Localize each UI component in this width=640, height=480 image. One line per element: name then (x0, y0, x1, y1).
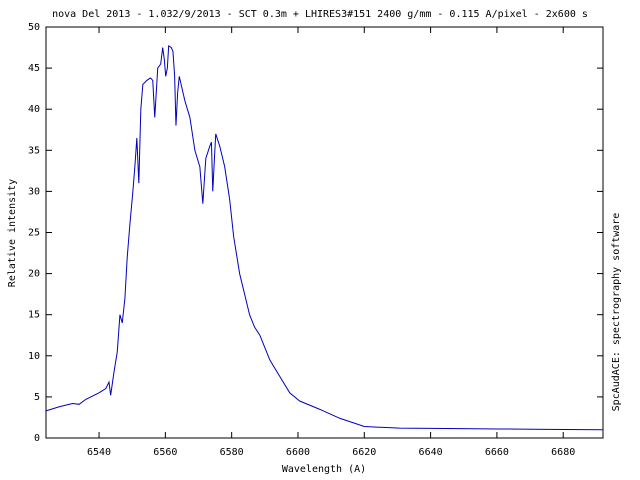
y-tick-label: 5 (34, 392, 40, 403)
chart-title: nova Del 2013 - 1.032/9/2013 - SCT 0.3m … (52, 9, 588, 20)
y-tick-label: 20 (28, 269, 40, 280)
x-tick-label: 6560 (153, 447, 177, 458)
x-tick-label: 6620 (352, 447, 376, 458)
annotation: SpcAudACE: spectrography software (611, 213, 622, 412)
y-tick-label: 10 (28, 351, 40, 362)
x-axis-label: Wavelength (A) (282, 464, 366, 475)
x-tick-label: 6680 (551, 447, 575, 458)
x-tick-label: 6540 (87, 447, 111, 458)
y-tick-label: 25 (28, 228, 40, 239)
y-tick-label: 40 (28, 104, 40, 115)
y-tick-label: 35 (28, 145, 40, 156)
spectrum-line (45, 45, 603, 431)
y-tick-label: 0 (34, 433, 40, 444)
x-tick-label: 6640 (419, 447, 443, 458)
x-tick-label: 6580 (220, 447, 244, 458)
x-tick-label: 6660 (485, 447, 509, 458)
y-tick-label: 45 (28, 63, 40, 74)
y-tick-label: 15 (28, 310, 40, 321)
y-tick-label: 30 (28, 186, 40, 197)
x-tick-label: 6600 (286, 447, 310, 458)
y-tick-label: 50 (28, 22, 40, 33)
y-axis-label: Relative intensity (7, 179, 18, 287)
